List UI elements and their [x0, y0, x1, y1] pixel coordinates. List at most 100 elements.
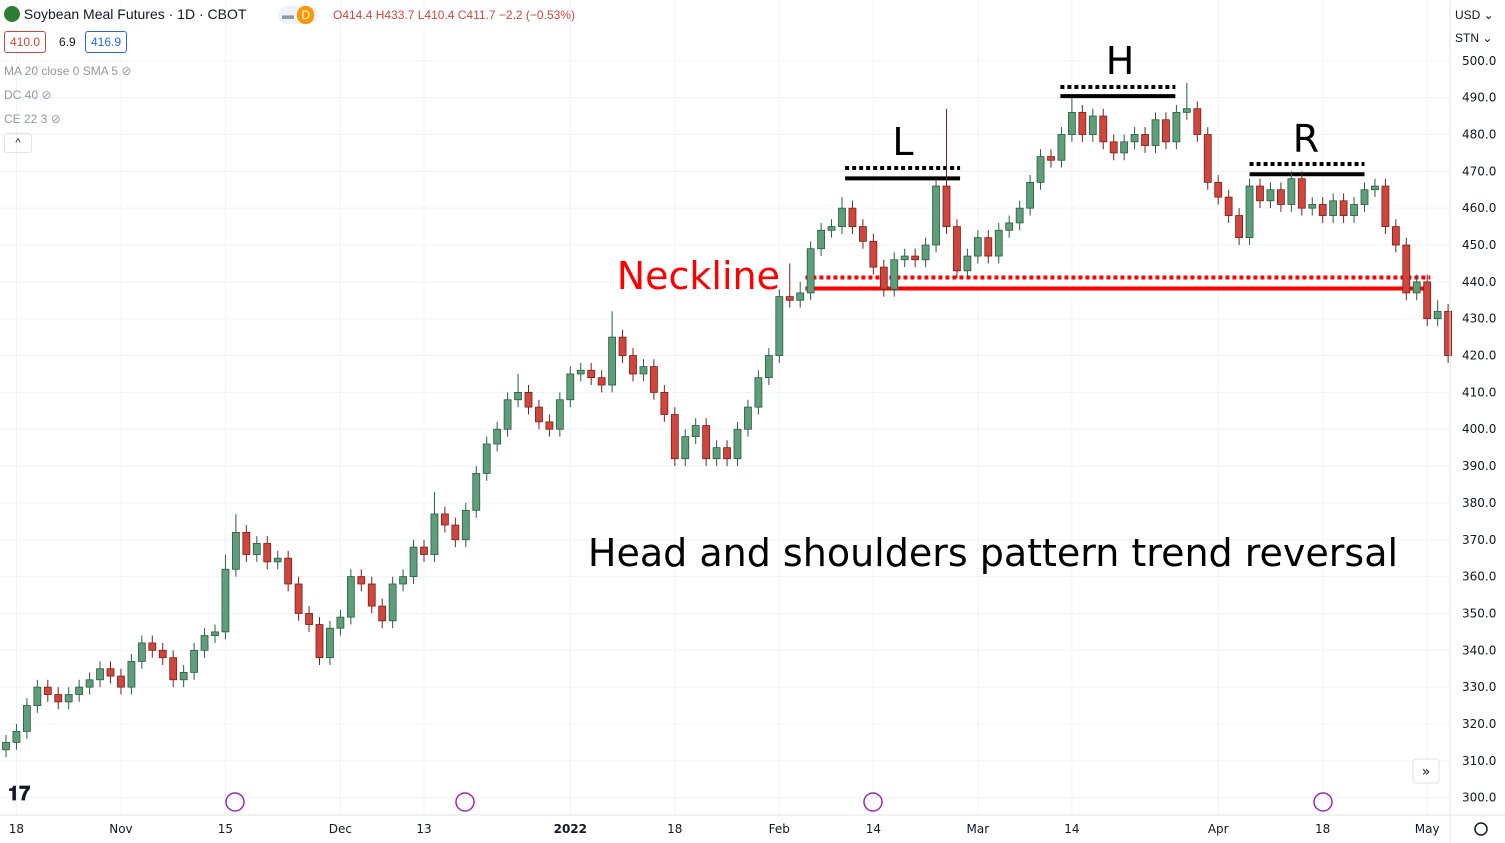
ohlc-legend: O414.4 H433.7 L410.4 C411.7 −2.2 (−0.53%…	[333, 8, 575, 22]
y-tick-label: 310.0	[1462, 754, 1496, 768]
x-tick-label: Feb	[769, 822, 790, 836]
candle-body	[942, 185, 951, 227]
y-tick-label: 380.0	[1462, 496, 1496, 510]
x-tick-label: 15	[218, 822, 233, 836]
candle-body	[284, 557, 293, 585]
settings-icon[interactable]	[1474, 822, 1488, 836]
y-tick-label: 470.0	[1462, 164, 1496, 178]
y-tick-label: 370.0	[1462, 533, 1496, 547]
candle-body	[137, 642, 146, 662]
candle-body	[461, 509, 470, 541]
candle-body	[1036, 156, 1045, 183]
x-tick-label: 18	[1315, 822, 1330, 836]
candle-body	[221, 568, 230, 633]
candle-body	[482, 443, 491, 474]
candle-body	[1412, 281, 1421, 294]
candle-body	[96, 668, 104, 681]
symbol-title: Soybean Meal Futures · 1D · CBOT	[4, 6, 246, 22]
candle-body	[587, 369, 596, 379]
candle-body	[200, 635, 209, 651]
candle-body	[670, 414, 679, 460]
candle-body	[921, 244, 930, 261]
candle-body	[1151, 119, 1160, 146]
candle-body	[263, 543, 272, 563]
ask-box[interactable]: 416.9	[85, 31, 128, 53]
symbol-icon	[4, 6, 20, 22]
candle-body	[744, 406, 752, 430]
candle-body	[806, 248, 815, 294]
y-tick-label: 350.0	[1462, 606, 1496, 620]
candle-body	[953, 226, 961, 272]
candle-body	[723, 447, 731, 460]
candle-body	[1339, 200, 1348, 216]
indicator-label: MA 20 close 0 SMA 5	[4, 64, 119, 78]
candle-body	[357, 576, 366, 585]
candle-body	[493, 428, 502, 445]
candle-body	[1088, 115, 1097, 135]
candle-body	[54, 694, 63, 703]
collapse-button[interactable]: ^	[4, 133, 32, 153]
candle-body	[618, 336, 627, 356]
logo: 𝟏𝟕	[8, 781, 30, 805]
event-icons	[225, 792, 1333, 812]
title: Soybean Meal Futures · 1D · CBOT	[23, 6, 247, 22]
candle-body	[242, 532, 251, 555]
candle-body	[1350, 204, 1358, 216]
candle-body	[211, 631, 219, 636]
candle-body	[545, 421, 554, 430]
candle-body	[1256, 185, 1264, 202]
candle-body	[75, 686, 84, 695]
x-tick-label: Dec	[329, 822, 352, 836]
x-tick-label: 2022	[554, 822, 587, 836]
candle-body	[190, 649, 199, 673]
candle-body	[430, 513, 439, 555]
candle-body	[252, 543, 261, 555]
candle-body	[576, 369, 585, 375]
event-icon[interactable]	[863, 792, 883, 812]
candle-body	[1130, 134, 1139, 143]
candle-body	[817, 229, 825, 250]
bid-box[interactable]: 410.0	[4, 31, 47, 53]
badge-dash: ▬	[282, 8, 294, 22]
candle-body	[1078, 111, 1087, 135]
candle-body	[932, 185, 940, 246]
candle-body	[733, 428, 742, 460]
candle-body	[1172, 111, 1181, 143]
candle-body	[555, 399, 564, 430]
currency-dropdown[interactable]: USD ⌄	[1455, 8, 1494, 22]
scroll-button[interactable]	[1412, 758, 1440, 784]
event-icon[interactable]	[225, 792, 245, 812]
candle-body	[827, 226, 836, 231]
candle-body	[1318, 204, 1327, 216]
y-tick-label: 430.0	[1462, 312, 1496, 326]
eye-icon[interactable]: ⊘	[41, 88, 52, 102]
y-tick-label: 300.0	[1462, 791, 1496, 805]
candles	[2, 82, 1452, 758]
pattern-caption: Head and shoulders pattern trend reversa…	[588, 531, 1398, 575]
candle-body	[1005, 222, 1014, 231]
candle-body	[1182, 108, 1191, 113]
unit-dropdown[interactable]: STN ⌄	[1455, 31, 1493, 45]
indicator: MA 20 close 0 SMA 5 ⊘	[4, 64, 131, 78]
event-icon[interactable]	[1313, 792, 1333, 812]
candle-body	[336, 616, 345, 629]
x-tick-label: 18	[9, 822, 24, 836]
y-tick-label: 420.0	[1462, 349, 1496, 363]
candle-body	[1026, 181, 1034, 209]
candle-body	[650, 366, 658, 393]
eye-icon[interactable]: ⊘	[121, 64, 132, 78]
candle-body	[1068, 111, 1076, 135]
y-tick-label: 410.0	[1462, 385, 1496, 399]
levels	[805, 84, 1431, 291]
candle-body	[409, 546, 418, 578]
candle-body	[691, 425, 700, 438]
event-icon[interactable]	[455, 792, 475, 812]
y-tick-label: 450.0	[1462, 238, 1496, 252]
eye-icon[interactable]: ⊘	[50, 112, 61, 126]
candle-body	[608, 336, 616, 386]
candle-body	[1109, 141, 1118, 154]
candle-body	[440, 513, 449, 526]
candle-body	[22, 705, 31, 732]
